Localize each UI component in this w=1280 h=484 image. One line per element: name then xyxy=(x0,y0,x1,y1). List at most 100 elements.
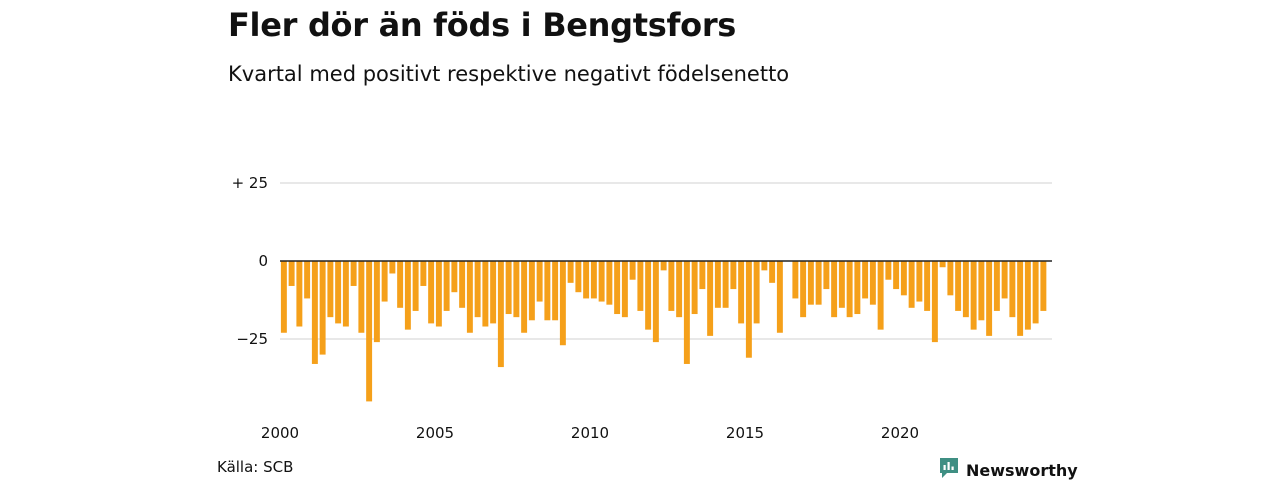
bar xyxy=(723,261,729,308)
bar xyxy=(909,261,915,308)
bar xyxy=(374,261,380,342)
y-tick-label: 0 xyxy=(258,252,268,270)
bar xyxy=(792,261,798,298)
bar xyxy=(916,261,922,302)
bar xyxy=(808,261,814,305)
bar xyxy=(1040,261,1046,311)
bar xyxy=(885,261,891,280)
bar xyxy=(831,261,837,317)
bar xyxy=(397,261,403,308)
bar xyxy=(552,261,558,320)
bar xyxy=(498,261,504,367)
bar xyxy=(614,261,620,314)
bar xyxy=(436,261,442,327)
bar xyxy=(451,261,457,292)
bar xyxy=(932,261,938,342)
bar xyxy=(901,261,907,295)
bar xyxy=(963,261,969,317)
bar xyxy=(854,261,860,314)
bar xyxy=(335,261,341,323)
bar xyxy=(389,261,395,273)
bar xyxy=(769,261,775,283)
bar xyxy=(878,261,884,330)
bar xyxy=(420,261,426,286)
bar xyxy=(544,261,550,320)
bar xyxy=(537,261,543,302)
bar xyxy=(730,261,736,289)
x-tick-label: 2000 xyxy=(261,424,299,442)
bar xyxy=(606,261,612,305)
bar xyxy=(459,261,465,308)
bar xyxy=(653,261,659,342)
bar xyxy=(366,261,372,401)
bar xyxy=(622,261,628,317)
bar xyxy=(1017,261,1023,336)
bar xyxy=(746,261,752,358)
bar xyxy=(1002,261,1008,298)
bar xyxy=(823,261,829,289)
bar xyxy=(630,261,636,280)
bar xyxy=(692,261,698,314)
bar xyxy=(947,261,953,295)
bar xyxy=(351,261,357,286)
bar xyxy=(971,261,977,330)
bar xyxy=(754,261,760,323)
brand-name: Newsworthy xyxy=(966,461,1078,480)
bar xyxy=(800,261,806,317)
bar xyxy=(304,261,310,298)
bar xyxy=(529,261,535,320)
y-tick-label: + 25 xyxy=(232,174,268,192)
bar xyxy=(327,261,333,317)
bar xyxy=(870,261,876,305)
x-tick-label: 2010 xyxy=(571,424,609,442)
bar xyxy=(591,261,597,298)
bar xyxy=(994,261,1000,311)
bar xyxy=(428,261,434,323)
bar xyxy=(862,261,868,298)
bar xyxy=(847,261,853,317)
bar xyxy=(761,261,767,270)
bar xyxy=(645,261,651,330)
x-tick-label: 2015 xyxy=(726,424,764,442)
bar xyxy=(707,261,713,336)
bar xyxy=(955,261,961,311)
bar xyxy=(560,261,566,345)
bar xyxy=(296,261,302,327)
bar xyxy=(940,261,946,267)
bar xyxy=(893,261,899,289)
bar xyxy=(839,261,845,308)
bar xyxy=(320,261,326,355)
bar xyxy=(668,261,674,311)
bar xyxy=(482,261,488,327)
bar xyxy=(312,261,318,364)
bar xyxy=(568,261,574,283)
bar xyxy=(986,261,992,336)
bar xyxy=(289,261,295,286)
bar xyxy=(513,261,519,317)
bar xyxy=(676,261,682,317)
bar xyxy=(343,261,349,327)
bar xyxy=(475,261,481,317)
bar xyxy=(924,261,930,311)
bars xyxy=(281,261,1046,401)
bar xyxy=(413,261,419,311)
bar xyxy=(637,261,643,311)
bar xyxy=(661,261,667,270)
bar xyxy=(358,261,364,333)
x-tick-label: 2020 xyxy=(881,424,919,442)
bar xyxy=(506,261,512,314)
bar xyxy=(978,261,984,320)
y-tick-label: −25 xyxy=(236,330,268,348)
bar xyxy=(684,261,690,364)
y-axis-ticks: + 25 0 −25 xyxy=(232,174,268,348)
bar xyxy=(816,261,822,305)
bar xyxy=(583,261,589,298)
bar xyxy=(490,261,496,323)
bar xyxy=(777,261,783,333)
bar xyxy=(382,261,388,302)
bar xyxy=(715,261,721,308)
bar xyxy=(599,261,605,302)
bar xyxy=(467,261,473,333)
bar xyxy=(1025,261,1031,330)
